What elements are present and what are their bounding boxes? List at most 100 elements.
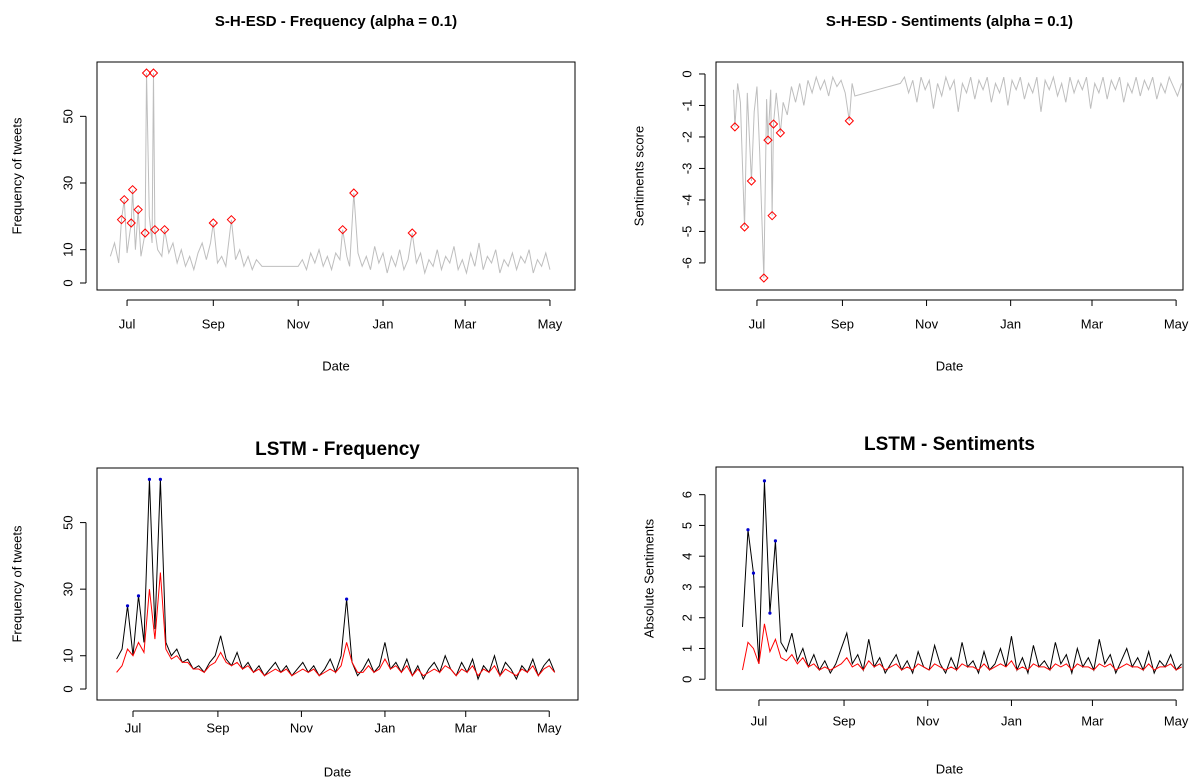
- plot-frame: [715, 466, 1184, 691]
- anomaly-marker: [126, 218, 136, 228]
- y-tick-label: 0: [60, 279, 75, 286]
- anomaly-marker: [746, 528, 750, 532]
- anomaly-marker: [159, 224, 170, 235]
- y-axis-label: Sentiments score: [631, 126, 646, 226]
- y-tick-label: 5: [679, 522, 694, 529]
- y-axis-label: Frequency of tweets: [9, 525, 24, 643]
- x-tick-label: Jan: [373, 316, 394, 331]
- x-tick-label: Mar: [1081, 316, 1104, 331]
- x-axis-label: Date: [322, 358, 349, 373]
- y-tick-label: -4: [679, 194, 694, 206]
- anomaly-marker: [762, 479, 767, 483]
- anomaly-marker: [147, 477, 152, 481]
- x-tick-label: Sep: [832, 713, 855, 728]
- anomaly-marker: [133, 204, 143, 215]
- series-line: [109, 72, 551, 275]
- anomaly-marker: [768, 119, 779, 129]
- y-axis-label: Frequency of tweets: [9, 117, 24, 235]
- anomaly-marker: [136, 594, 141, 598]
- chart-title: S-H-ESD - Frequency (alpha = 0.1): [215, 13, 457, 30]
- chart-title: S-H-ESD - Sentiments (alpha = 0.1): [826, 13, 1073, 30]
- anomaly-marker: [116, 214, 127, 225]
- y-tick-label: 4: [679, 553, 694, 560]
- anomaly-marker: [337, 224, 348, 235]
- x-tick-label: Nov: [916, 713, 940, 728]
- x-tick-label: Jan: [1000, 316, 1021, 331]
- series-line: [741, 623, 1182, 671]
- y-tick-label: 0: [679, 676, 694, 683]
- y-tick-label: 50: [60, 109, 75, 123]
- y-tick-label: -6: [679, 257, 694, 269]
- y-tick-label: 0: [679, 70, 694, 77]
- anomaly-marker: [775, 128, 786, 138]
- anomaly-marker: [751, 571, 756, 575]
- anomaly-marker: [148, 68, 159, 78]
- x-tick-label: Mar: [454, 316, 477, 331]
- y-tick-label: 50: [60, 515, 75, 529]
- x-tick-label: Jan: [374, 720, 395, 735]
- x-axis-label: Date: [936, 358, 963, 373]
- anomaly-marker: [767, 210, 777, 221]
- x-tick-label: May: [1164, 713, 1189, 728]
- x-tick-label: Jan: [1001, 713, 1022, 728]
- plot-frame: [96, 61, 576, 291]
- y-tick-label: 3: [679, 583, 694, 590]
- anomaly-marker: [763, 135, 773, 145]
- y-tick-label: 2: [679, 614, 694, 621]
- plot-frame: [96, 467, 579, 701]
- y-tick-label: -1: [679, 100, 694, 112]
- y-tick-label: 0: [60, 685, 75, 692]
- anomaly-marker: [773, 539, 778, 543]
- anomaly-marker: [140, 228, 150, 238]
- x-tick-label: Mar: [455, 720, 478, 735]
- x-tick-label: Jul: [125, 720, 142, 735]
- x-tick-label: Sep: [206, 720, 229, 735]
- series-line: [733, 75, 1183, 279]
- anomaly-marker: [739, 222, 750, 232]
- anomaly-marker: [141, 68, 152, 78]
- x-axis-label: Date: [936, 761, 963, 776]
- y-tick-label: -5: [679, 226, 694, 238]
- y-tick-label: 1: [679, 645, 694, 652]
- x-tick-label: May: [538, 316, 563, 331]
- series-line: [116, 572, 556, 677]
- x-tick-label: Nov: [287, 316, 311, 331]
- anomaly-marker: [208, 218, 219, 228]
- x-tick-label: Nov: [290, 720, 314, 735]
- chart-title: LSTM - Frequency: [255, 439, 420, 460]
- chart-title: LSTM - Sentiments: [864, 434, 1035, 455]
- anomaly-marker: [226, 214, 237, 225]
- anomaly-marker: [119, 194, 129, 205]
- anomaly-marker: [345, 597, 349, 601]
- x-tick-label: Mar: [1081, 713, 1104, 728]
- x-tick-label: Sep: [831, 316, 854, 331]
- anomaly-marker: [730, 122, 740, 132]
- series-line: [116, 479, 556, 681]
- anomaly-marker: [759, 273, 769, 283]
- x-tick-label: Jul: [119, 316, 136, 331]
- y-tick-label: 10: [60, 242, 75, 256]
- x-tick-label: Jul: [751, 713, 768, 728]
- y-tick-label: 6: [679, 491, 694, 498]
- x-tick-label: Jul: [749, 316, 766, 331]
- anomaly-marker: [768, 611, 772, 615]
- anomaly-marker: [349, 188, 359, 198]
- anomaly-marker: [125, 604, 130, 608]
- y-tick-label: 30: [60, 176, 75, 190]
- x-tick-label: Sep: [202, 316, 225, 331]
- series-line: [741, 480, 1183, 676]
- anomaly-marker: [746, 176, 757, 186]
- y-tick-label: 30: [60, 582, 75, 596]
- anomaly-marker: [150, 224, 160, 235]
- y-tick-label: 10: [60, 648, 75, 662]
- y-axis-label: Absolute Sentiments: [641, 518, 656, 638]
- x-tick-label: Nov: [915, 316, 939, 331]
- x-tick-label: May: [537, 720, 562, 735]
- x-axis-label: Date: [324, 764, 351, 779]
- anomaly-marker: [158, 477, 162, 481]
- anomaly-marker: [127, 184, 138, 195]
- y-tick-label: -3: [679, 163, 694, 175]
- anomaly-marker: [407, 228, 417, 238]
- plot-frame: [715, 61, 1184, 291]
